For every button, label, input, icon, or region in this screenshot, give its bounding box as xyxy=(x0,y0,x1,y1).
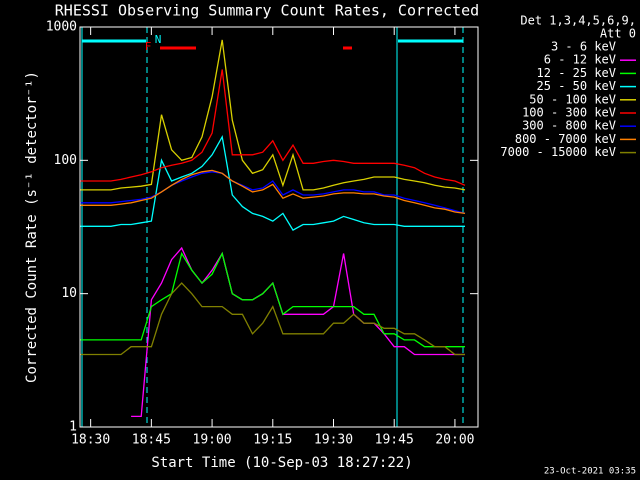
series-line xyxy=(80,251,465,348)
legend-label: 50 - 100 keV xyxy=(529,92,616,106)
night-flag: N xyxy=(155,33,162,46)
series-line xyxy=(80,39,466,191)
legend-label: 25 - 50 keV xyxy=(537,79,616,93)
attenuator: Att 0 xyxy=(600,27,636,41)
series-line xyxy=(80,69,466,186)
series-line xyxy=(80,134,465,231)
legend-label: 800 - 7000 keV xyxy=(515,132,616,146)
x-tick-label: 19:00 xyxy=(193,433,232,448)
x-tick-label: 18:30 xyxy=(71,433,110,448)
x-axis-label: Start Time (10-Sep-03 18:27:22) xyxy=(151,455,412,471)
overlay: F N xyxy=(81,27,464,427)
series-line xyxy=(80,169,466,215)
x-tick-label: 18:45 xyxy=(132,433,171,448)
legend-label: 3 - 6 keV xyxy=(551,40,616,54)
y-tick-label: 1000 xyxy=(46,20,77,35)
legend-label: 7000 - 15000 keV xyxy=(500,145,616,159)
y-tick-label: 1 xyxy=(69,420,77,435)
plot-frame xyxy=(79,26,479,428)
x-tick-label: 19:15 xyxy=(253,433,292,448)
flare-flag: F xyxy=(145,40,152,53)
legend-label: 12 - 25 keV xyxy=(537,66,616,80)
x-tick-label: 19:30 xyxy=(314,433,353,448)
timestamp: 23-Oct-2021 03:35 xyxy=(544,467,636,477)
series-line xyxy=(80,282,465,356)
legend-label: 300 - 800 keV xyxy=(522,119,616,133)
y-tick-label: 100 xyxy=(54,153,77,168)
x-tick-label: 20:00 xyxy=(435,433,474,448)
x-tick-label: 19:45 xyxy=(375,433,414,448)
y-tick-label: 10 xyxy=(61,286,77,301)
series-line xyxy=(80,171,466,215)
legend-label: 6 - 12 keV xyxy=(544,53,616,67)
legend-label: 100 - 300 keV xyxy=(522,106,616,120)
chart-title: RHESSI Observing Summary Count Rates, Co… xyxy=(55,2,479,20)
detectors: Det 1,3,4,5,6,9, xyxy=(520,14,636,28)
y-axis-label: Corrected Count Rate (s⁻¹ detector⁻¹) xyxy=(24,71,40,383)
series-line xyxy=(131,246,465,418)
